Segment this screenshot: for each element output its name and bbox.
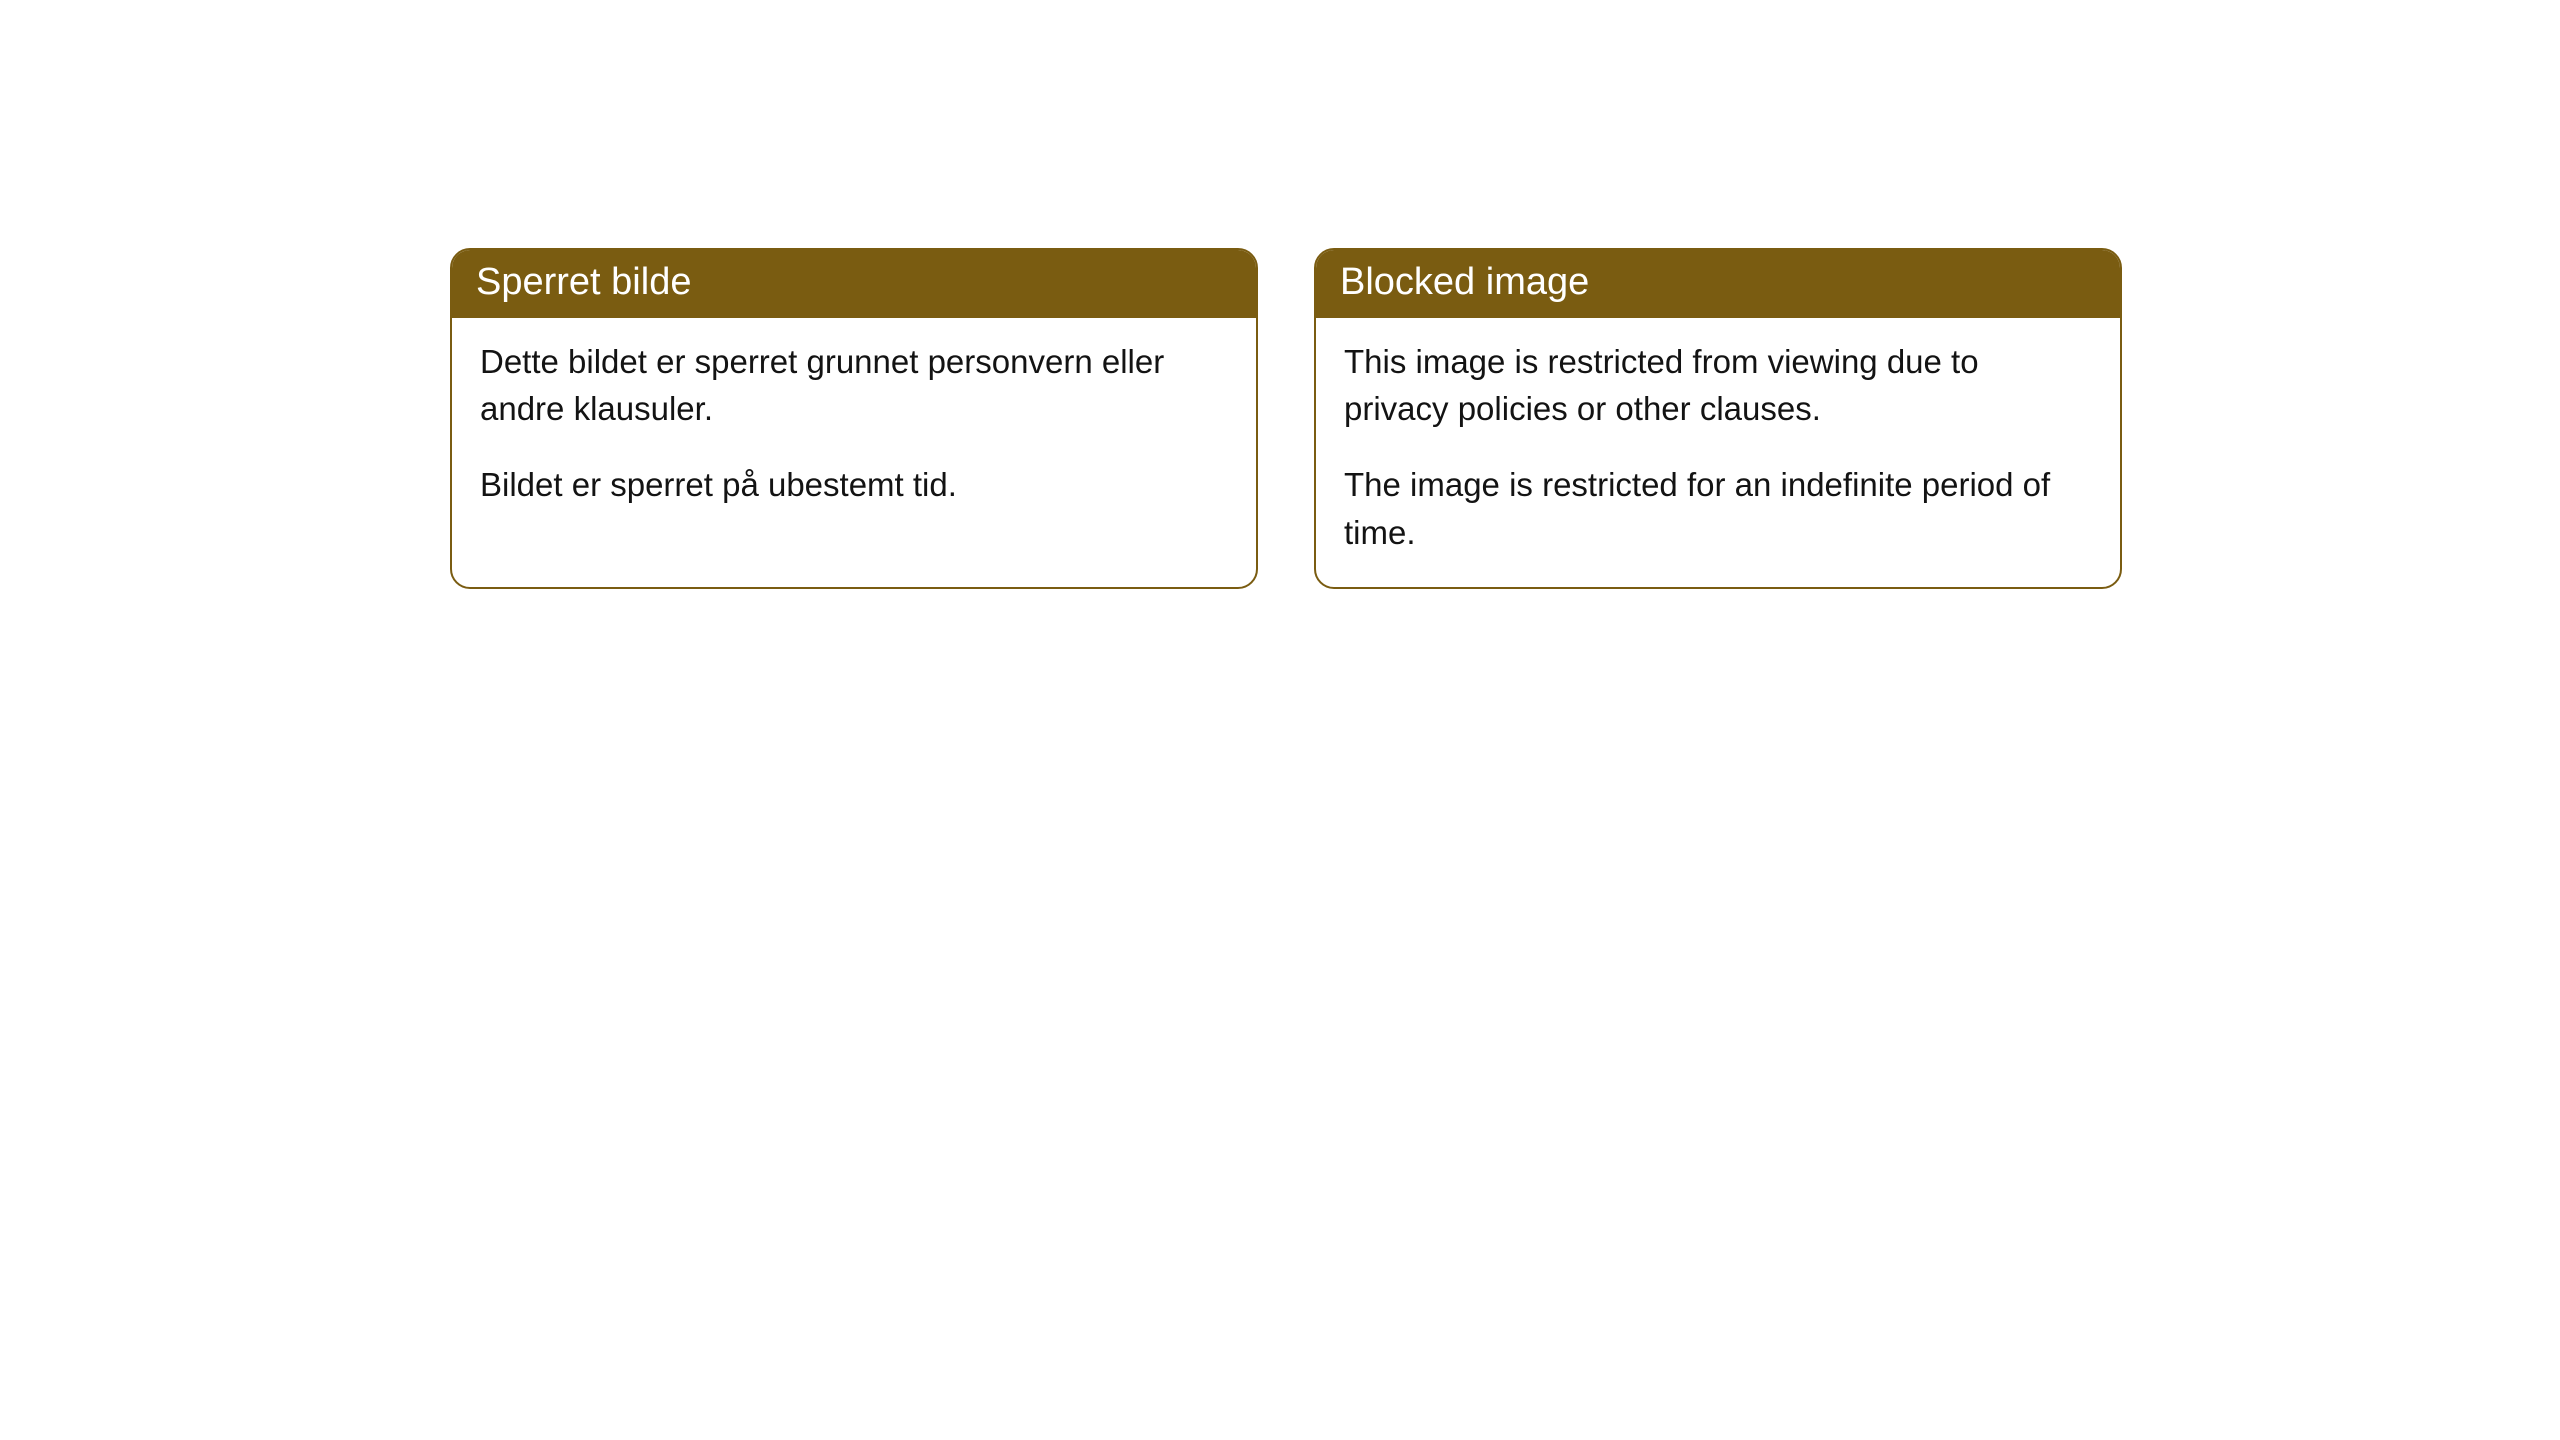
blocked-image-card-en: Blocked image This image is restricted f… — [1314, 248, 2122, 589]
card-header-en: Blocked image — [1316, 250, 2120, 318]
notice-cards-container: Sperret bilde Dette bildet er sperret gr… — [450, 248, 2122, 589]
card-para2-en: The image is restricted for an indefinit… — [1344, 461, 2092, 557]
card-para1-no: Dette bildet er sperret grunnet personve… — [480, 338, 1228, 434]
card-header-no: Sperret bilde — [452, 250, 1256, 318]
card-para1-en: This image is restricted from viewing du… — [1344, 338, 2092, 434]
card-para2-no: Bildet er sperret på ubestemt tid. — [480, 461, 1228, 509]
card-body-no: Dette bildet er sperret grunnet personve… — [452, 318, 1256, 540]
blocked-image-card-no: Sperret bilde Dette bildet er sperret gr… — [450, 248, 1258, 589]
card-body-en: This image is restricted from viewing du… — [1316, 318, 2120, 587]
